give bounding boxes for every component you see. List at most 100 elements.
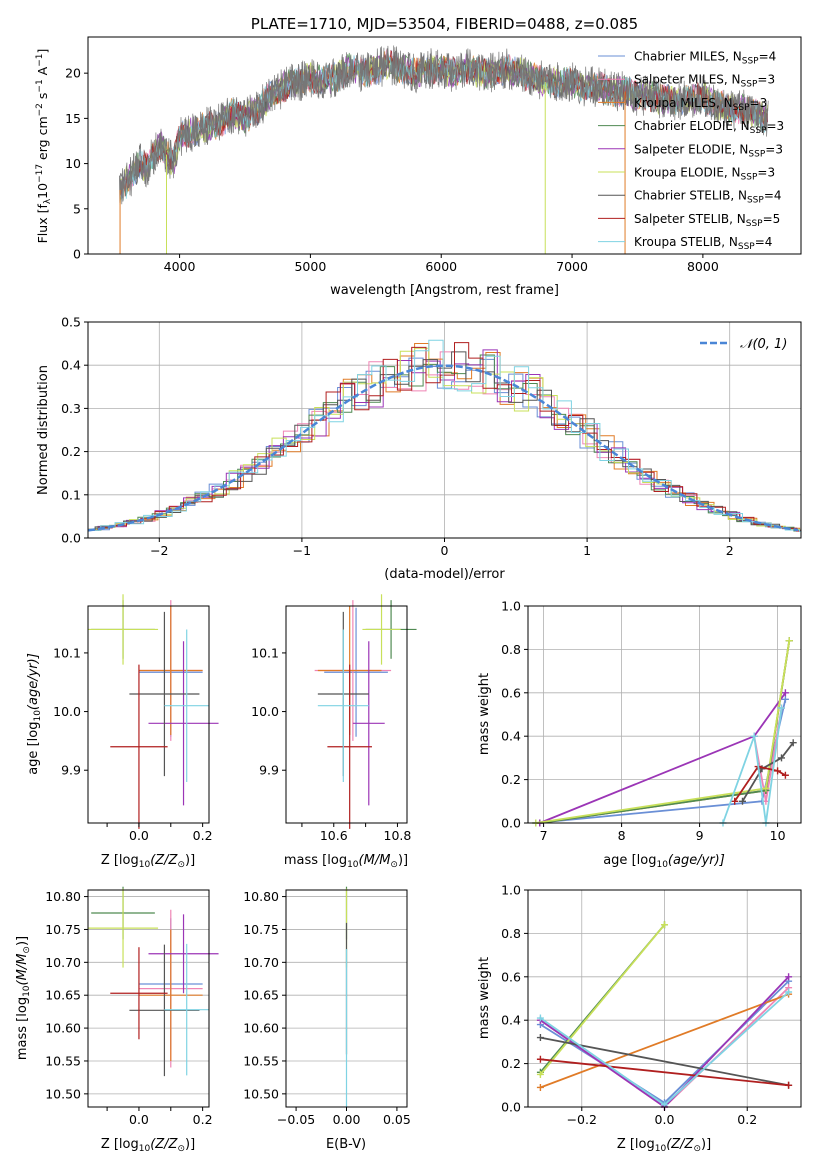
wAge-xtick-label: 8 [618, 828, 626, 843]
residual-ytick-label: 0.0 [61, 531, 81, 546]
wZ-marker [785, 973, 793, 981]
massZ-xlabel-sun: ⊙ [177, 1144, 185, 1154]
massE-xlabel: E(B-V) [326, 1137, 366, 1152]
massZ-frame [87, 889, 210, 1108]
ageZ-frame [87, 605, 210, 824]
ageM-xlabel-sub: 10 [347, 860, 359, 870]
ageZ-xlabel-sub: 10 [139, 860, 151, 870]
wAge-xlabel-tail: (age/yr)] [668, 853, 725, 868]
spectrum-legend-nssp: =4 [764, 189, 782, 203]
ageZ-ytick-label: 9.9 [61, 763, 81, 778]
spectrum-legend-sub: SSP [742, 57, 759, 67]
wAge-xlabel: age [log10(age/yr)] [603, 853, 725, 870]
spectrum-legend-name: Chabrier STELIB, N [634, 189, 747, 203]
wZ-line [540, 1058, 789, 1087]
wZ-ylabel: mass weight [477, 957, 492, 1039]
massE-xtick-label: 0.05 [383, 1112, 411, 1127]
wZ-xlabel-sub: 10 [655, 1144, 667, 1154]
ageM-xlabel: mass [log10(M/M⊙)] [284, 853, 408, 870]
massE-ytick-label: 10.70 [243, 955, 279, 970]
wAge-ylabel: mass weight [477, 673, 492, 755]
ageM-xlabel-end: )] [398, 853, 408, 868]
spectrum-ylabel-p9: −1 [35, 54, 45, 67]
spectrum-legend-sub: SSP [741, 80, 758, 90]
spectrum-ylabel-p4: erg cm [35, 116, 50, 164]
spectrum-ylabel-p2: 10 [35, 183, 50, 199]
wAge-ytick-label: 0.4 [501, 729, 521, 744]
wAge-marker [778, 704, 785, 712]
wAge-marker [731, 797, 739, 805]
wAge-ytick-label: 0.2 [501, 772, 521, 787]
spectrum-panel: PLATE=1710, MJD=53504, FIBERID=0488, z=0… [35, 15, 802, 298]
wAge-line [722, 707, 783, 824]
spectrum-ylabel-p0: Flux [f [35, 204, 50, 244]
wZ-marker [536, 1083, 544, 1091]
age-vs-metallicity-panel: 0.0 0.29.910.010.1Z [log10(Z/Z⊙)]age [log… [26, 594, 219, 870]
ageZ-xlabel-main: Z [log [101, 853, 139, 868]
wAge-marker [778, 754, 785, 762]
spectrum-legend-sub: SSP [750, 126, 767, 136]
mass-vs-extinction-panel: −0.05 0.00 0.05 10.50 10.55 10.60 10.65 10.70 10… [243, 886, 411, 1152]
ageM-xlabel-main: mass [log [284, 853, 347, 868]
wAge-line [741, 742, 794, 802]
spectrum-xlabel: wavelength [Angstrom, rest frame] [330, 283, 559, 298]
residual-ytick-label: 0.4 [61, 358, 81, 373]
spectrum-ytick-label: 5 [73, 201, 81, 216]
massZ-xlabel-sub: 10 [139, 1144, 151, 1154]
massZ-ytick-label: 10.80 [45, 889, 81, 904]
massE-ytick-label: 10.55 [243, 1053, 279, 1068]
wAge-marker [750, 732, 758, 740]
wAge-xlabel-main: age [log [603, 853, 656, 868]
spectrum-legend-label: Salpeter MILES, NSSP=3 [634, 73, 775, 90]
massE-ytick-label: 10.60 [243, 1021, 279, 1036]
weight-vs-metallicity-panel: −0.2 0.0 0.2 0.0 0.2 0.4 0.6 0.8 1.0 Z [log10(Z/Z… [477, 883, 802, 1154]
spectrum-ytick-label: 15 [65, 111, 81, 126]
spectrum-legend-label: Salpeter ELODIE, NSSP=3 [634, 142, 783, 159]
spectrum-legend-label: Kroupa MILES, NSSP=3 [634, 96, 767, 113]
residual-normal-curve [87, 364, 799, 532]
age-vs-mass-panel: 10.6 10.8 9.9 10.0 10.1 mass [log10(M/M⊙)] [251, 594, 417, 870]
spectrum-legend-name: Chabrier ELODIE, N [634, 119, 750, 133]
spectrum-title: PLATE=1710, MJD=53504, FIBERID=0488, z=0… [251, 15, 638, 33]
wZ-ytick-label: 0.8 [501, 926, 521, 941]
massZ-ylabel-end: )] [15, 936, 30, 946]
massZ-ylabel-sun: ⊙ [22, 946, 32, 954]
spectrum-xtick-label: 5000 [294, 259, 326, 274]
residual-ytick-label: 0.5 [61, 315, 81, 330]
spectrum-legend-label: Kroupa STELIB, NSSP=4 [634, 235, 772, 252]
spectrum-legend-name: Kroupa STELIB, N [634, 235, 738, 249]
spectrum-ylabel: Flux [fλ10−17 erg cm−2 s−1 A−1] [35, 49, 53, 244]
spectrum-legend-name: Chabrier MILES, N [634, 50, 742, 64]
spectrum-legend-sub: SSP [738, 242, 755, 252]
wAge-line [539, 640, 791, 824]
residual-hist-salpeter-stelib [88, 342, 801, 532]
wZ-xlabel-sun: ⊙ [693, 1144, 701, 1154]
ageZ-ylabel: age [log10(age/yr)] [26, 653, 43, 775]
massZ-xtick-label: 0.2 [193, 1112, 213, 1127]
residual-ytick-label: 0.3 [61, 401, 81, 416]
ageM-ytick-label: 10.0 [251, 704, 279, 719]
wAge-frame [527, 605, 802, 824]
massZ-xtick-label: 0.0 [129, 1112, 149, 1127]
spectrum-legend-nssp: =3 [765, 142, 783, 156]
wAge-line [733, 765, 786, 802]
wAge-ytick-label: 0.6 [501, 685, 521, 700]
residual-panel: (data-model)/error Normed distribution 𝒩… [36, 315, 802, 582]
ageM-ytick-label: 10.1 [251, 645, 279, 660]
ageM-xlabel-tail: (M/M [359, 853, 391, 868]
spectrum-ylabel-p1: λ [43, 198, 53, 204]
residual-xtick-label: 2 [726, 543, 734, 558]
wAge-xtick-label: 10 [770, 828, 786, 843]
ageZ-ytick-label: 10.0 [53, 704, 81, 719]
spectrum-ylabel-p7: −1 [35, 79, 45, 92]
massZ-ytick-label: 10.65 [45, 988, 81, 1003]
massZ-ylabel-main: mass [log [15, 997, 30, 1060]
wAge-marker [785, 637, 793, 645]
wAge-xtick-label: 9 [696, 828, 704, 843]
residual-ytick-label: 0.1 [61, 487, 81, 502]
wAge-ytick-label: 0.8 [501, 642, 521, 657]
ageM-xtick-label: 10.8 [384, 828, 412, 843]
spectrum-legend-name: Salpeter ELODIE, N [634, 142, 748, 156]
wAge-xlabel-sub: 10 [656, 860, 668, 870]
wZ-marker [536, 1055, 544, 1063]
